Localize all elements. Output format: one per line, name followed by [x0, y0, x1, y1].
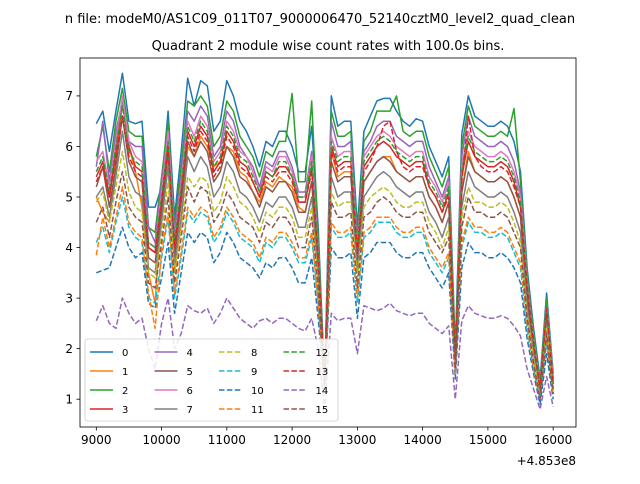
legend-label-15: 15 — [316, 405, 329, 416]
x-tick-label: 9000 — [81, 433, 112, 447]
y-tick-label: 4 — [65, 241, 73, 255]
x-tick-label: 10000 — [142, 433, 180, 447]
series-line-12 — [95, 105, 554, 385]
x-tick-label: 11000 — [208, 433, 246, 447]
legend-label-10: 10 — [251, 386, 264, 397]
chart-title: Quadrant 2 module wise count rates with … — [152, 39, 505, 54]
x-tick-label: 15000 — [469, 433, 507, 447]
y-tick-label: 2 — [65, 342, 73, 356]
x-tick-label: 13000 — [338, 433, 376, 447]
x-tick-label: 14000 — [404, 433, 442, 447]
y-tick-label: 7 — [65, 89, 73, 103]
x-tick-label: 12000 — [273, 433, 311, 447]
legend-label-9: 9 — [251, 367, 257, 378]
legend-label-2: 2 — [122, 386, 128, 397]
y-tick-label: 6 — [65, 140, 73, 154]
legend-label-1: 1 — [122, 367, 128, 378]
legend-label-5: 5 — [187, 367, 193, 378]
legend-label-14: 14 — [316, 386, 329, 397]
plot-frame — [79, 57, 577, 428]
legend-label-4: 4 — [187, 348, 193, 359]
legend-label-11: 11 — [251, 405, 264, 416]
legend-box — [84, 338, 339, 422]
legend-label-8: 8 — [251, 348, 257, 359]
y-tick-label: 5 — [65, 190, 73, 204]
legend-label-7: 7 — [187, 405, 193, 416]
legend-label-3: 3 — [122, 405, 128, 416]
legend-label-0: 0 — [122, 348, 128, 359]
x-tick-label: 16000 — [534, 433, 572, 447]
y-tick-label: 1 — [65, 392, 73, 406]
figure-suptitle: n file: modeM0/AS1C09_011T07_9000006470_… — [65, 12, 575, 27]
x-offset-label: +4.853e8 — [517, 454, 576, 468]
legend-label-12: 12 — [316, 348, 329, 359]
axes: 9000 10000 11000 12000 13000 14000 15000 16000 1… — [65, 57, 577, 447]
legend-label-13: 13 — [316, 367, 329, 378]
y-tick-label: 3 — [65, 291, 73, 305]
legend-label-6: 6 — [187, 386, 193, 397]
